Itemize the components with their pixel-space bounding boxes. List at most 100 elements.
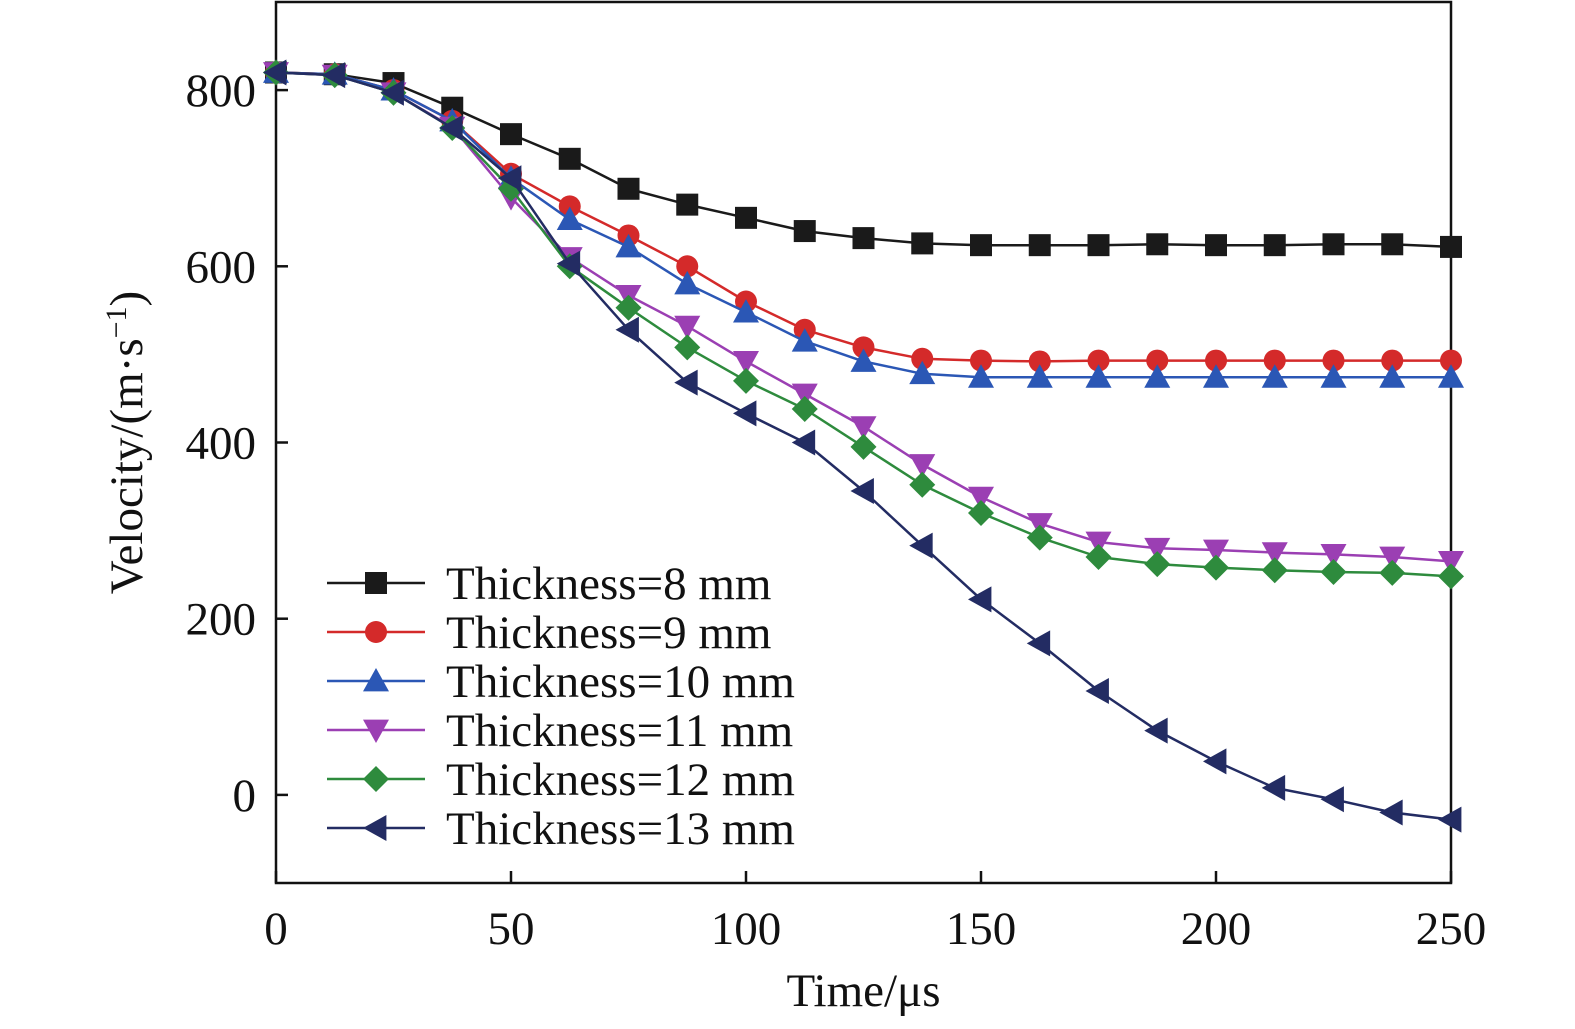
data-point: [1203, 748, 1227, 775]
data-point: [556, 206, 583, 231]
y-axis-title-close: ): [101, 291, 153, 307]
data-point: [1261, 557, 1288, 584]
data-point: [1144, 717, 1168, 744]
data-point: [970, 234, 992, 257]
axes: 0 50 100 150 200 250 0 200 400 600 800: [186, 0, 1487, 955]
data-point: [850, 416, 877, 440]
data-point: [558, 147, 581, 170]
data-point: [850, 348, 877, 372]
data-point: [1438, 364, 1464, 388]
legend-label: Thickness=9 mm: [446, 607, 771, 659]
data-point: [1144, 537, 1171, 562]
data-point: [1144, 364, 1171, 388]
x-tick-label: 250: [1416, 903, 1487, 955]
data-point: [500, 123, 522, 146]
data-point: [791, 383, 818, 408]
data-point: [1087, 234, 1110, 257]
y-axis-title-main: Velocity/(m·s: [101, 338, 153, 594]
data-point: [1320, 543, 1347, 568]
data-point: [617, 177, 640, 200]
series-5: [263, 59, 1464, 590]
legend-label: Thickness=11 mm: [446, 705, 793, 757]
data-point: [615, 294, 642, 321]
data-point: [1085, 677, 1109, 704]
legend-item: Thickness=11 mm: [327, 705, 793, 757]
legend-item: Thickness=8 mm: [327, 558, 771, 610]
data-point: [1440, 235, 1462, 258]
data-point: [968, 586, 992, 613]
y-tick-label: 200: [186, 594, 257, 646]
data-point: [1028, 234, 1051, 257]
data-point: [1203, 539, 1229, 563]
data-point: [970, 349, 992, 372]
data-point: [1205, 349, 1227, 372]
legend-item: Thickness=12 mm: [327, 754, 795, 806]
legend-item: Thickness=13 mm: [327, 803, 795, 855]
data-point: [968, 364, 994, 388]
x-tick-label: 50: [488, 903, 535, 955]
data-point: [1085, 531, 1112, 556]
data-point: [1085, 364, 1112, 388]
data-point: [321, 62, 346, 89]
data-point: [1026, 524, 1053, 551]
data-point: [615, 316, 639, 343]
y-tick-label: 0: [233, 770, 257, 822]
data-point: [363, 766, 389, 792]
data-point: [676, 255, 699, 278]
data-point: [733, 367, 759, 394]
legend-label: Thickness=8 mm: [446, 558, 771, 610]
data-point: [1379, 364, 1406, 388]
data-point: [263, 59, 287, 86]
data-point: [1087, 349, 1110, 372]
data-point: [793, 220, 816, 243]
data-point: [1205, 234, 1227, 257]
data-point: [674, 315, 701, 340]
data-point: [363, 815, 387, 841]
data-point: [365, 621, 387, 643]
data-point: [1440, 349, 1462, 372]
data-point: [1144, 551, 1171, 578]
data-point: [674, 334, 701, 361]
data-point: [1261, 774, 1286, 801]
data-point: [791, 328, 818, 352]
data-point: [1438, 806, 1462, 833]
data-point: [911, 232, 934, 255]
data-point: [968, 499, 994, 526]
data-point: [733, 351, 759, 375]
data-point: [1438, 563, 1464, 590]
data-point: [1085, 544, 1112, 571]
data-point: [968, 486, 994, 511]
x-tick-label: 100: [711, 903, 782, 955]
data-point: [1028, 350, 1051, 373]
data-point: [852, 336, 875, 359]
data-point: [1263, 349, 1286, 372]
data-point: [676, 193, 699, 216]
x-axis-title: Time/μs: [786, 965, 940, 1017]
data-point: [615, 233, 642, 258]
data-point: [1322, 233, 1345, 256]
data-point: [1261, 542, 1288, 566]
data-point: [674, 369, 698, 396]
data-point: [733, 400, 757, 427]
legend-item: Thickness=10 mm: [327, 656, 795, 708]
legend-label: Thickness=10 mm: [446, 656, 795, 708]
data-point: [1203, 364, 1229, 388]
data-point: [365, 572, 387, 594]
data-point: [556, 250, 581, 277]
legend-label: Thickness=13 mm: [446, 803, 795, 855]
data-point: [1263, 234, 1286, 257]
data-point: [1381, 349, 1404, 372]
x-tick-label: 0: [264, 903, 288, 955]
data-point: [911, 347, 934, 370]
data-point: [1379, 559, 1406, 586]
legend-label: Thickness=12 mm: [446, 754, 795, 806]
data-point: [791, 429, 816, 456]
y-tick-label: 600: [186, 241, 257, 293]
data-point: [1203, 554, 1229, 581]
y-axis-title: Velocity/(m·s−1): [100, 291, 154, 594]
data-point: [1438, 551, 1464, 575]
data-point: [909, 471, 936, 498]
x-tick-label: 150: [946, 903, 1017, 955]
data-point: [909, 360, 936, 385]
